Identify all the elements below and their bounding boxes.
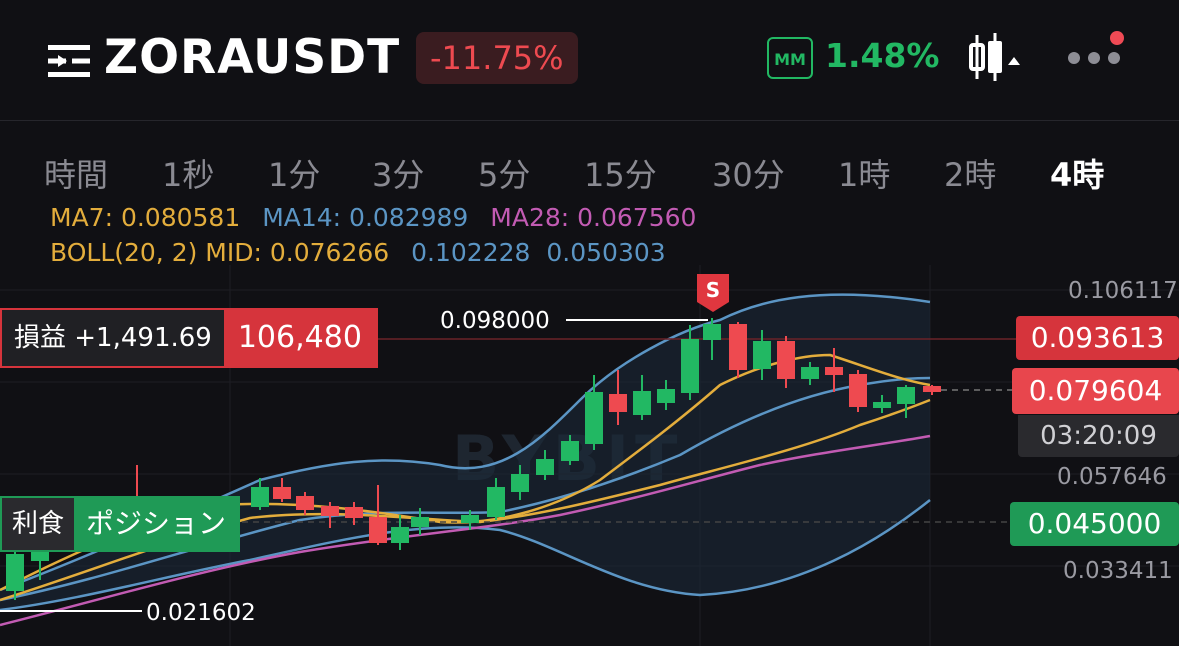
tab-30m[interactable]: 30分 (712, 156, 785, 194)
candle-up (6, 318, 915, 600)
axis-price-top: 0.106117 (1068, 278, 1178, 304)
sell-order-tag[interactable]: 0.093613 (1016, 316, 1179, 360)
timeframe-tabs: 時間 1秒 1分 3分 5分 15分 30分 1時 2時 4時 (0, 150, 1179, 200)
ma7-value: MA7: 0.080581 (50, 203, 241, 232)
countdown-tag: 03:20:09 (1018, 415, 1179, 457)
axis-price-mid: 0.057646 (1057, 464, 1167, 490)
mm-value: 1.48% (825, 36, 940, 75)
boll-upper-value: 0.102228 (411, 238, 531, 267)
bollinger-lower-line (0, 499, 931, 612)
position-quantity: 106,480 (223, 310, 376, 366)
buy-order-tag[interactable]: 0.045000 (1010, 502, 1179, 546)
sell-signal-marker (697, 274, 729, 312)
tab-4h[interactable]: 4時 (1050, 156, 1105, 194)
candles (6, 318, 941, 600)
ma28-value: MA28: 0.067560 (490, 203, 697, 232)
last-price-tag: 0.079604 (1012, 368, 1179, 414)
more-options-icon[interactable] (1066, 30, 1136, 80)
pnl-position-box[interactable]: 損益 +1,491.69 106,480 (0, 308, 378, 368)
tab-1h[interactable]: 1時 (838, 156, 891, 194)
mm-badge: MM (767, 37, 813, 79)
tab-15m[interactable]: 15分 (584, 156, 657, 194)
ma-legend: MA7: 0.080581 MA14: 0.082989 MA28: 0.067… (50, 203, 710, 232)
boll-legend: BOLL(20, 2) MID: 0.076266 0.102228 0.050… (50, 238, 680, 267)
header-divider (0, 120, 1179, 121)
pnl-label: 損益 +1,491.69 (14, 323, 212, 353)
boll-lower-value: 0.050303 (546, 238, 666, 267)
pair-title[interactable]: ZORAUSDT (104, 30, 401, 85)
ma14-value: MA14: 0.082989 (262, 203, 469, 232)
change-badge: -11.75% (416, 32, 578, 84)
tab-1m[interactable]: 1分 (268, 156, 321, 194)
candlestick-chart-icon[interactable] (968, 33, 1024, 83)
tab-3m[interactable]: 3分 (372, 156, 425, 194)
menu-icon[interactable] (48, 43, 90, 79)
high-price-label: 0.098000 (440, 308, 550, 334)
tab-1s[interactable]: 1秒 (162, 156, 215, 194)
take-profit-position[interactable]: ポジション (74, 498, 239, 550)
low-price-label: 0.021602 (146, 600, 256, 626)
take-profit-label[interactable]: 利食 (2, 498, 75, 550)
tab-2h[interactable]: 2時 (944, 156, 997, 194)
tab-time[interactable]: 時間 (44, 156, 109, 194)
ma28-line (0, 434, 931, 627)
tab-5m[interactable]: 5分 (478, 156, 531, 194)
take-profit-box[interactable]: 利食 ポジション (0, 496, 241, 552)
header: ZORAUSDT -11.75% MM 1.48% (0, 0, 1179, 120)
sell-signal-label[interactable]: S (705, 278, 721, 302)
notification-dot (1110, 31, 1124, 45)
axis-price-bottom: 0.033411 (1063, 558, 1173, 584)
candle-down (136, 322, 941, 545)
boll-mid-value: BOLL(20, 2) MID: 0.076266 (50, 238, 390, 267)
